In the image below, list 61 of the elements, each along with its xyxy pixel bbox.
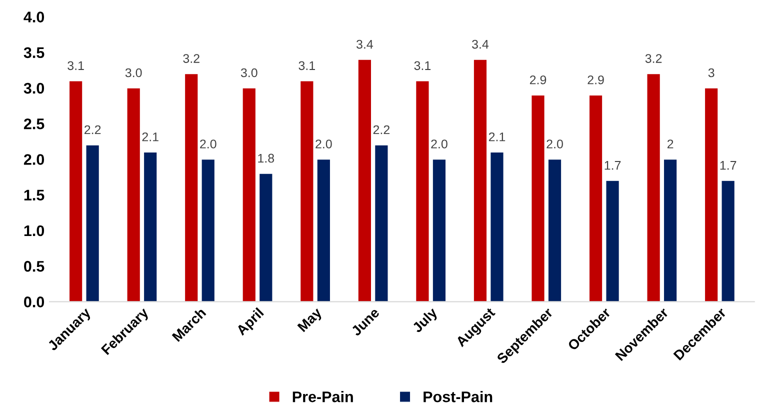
bar — [374, 144, 388, 302]
y-tick-label: 0.0 — [24, 296, 44, 308]
data-label: 3.0 — [240, 68, 258, 78]
y-tick-label: 3.0 — [24, 82, 44, 94]
data-label: 3.0 — [125, 68, 142, 78]
data-label: 3.4 — [356, 40, 374, 49]
bar — [415, 80, 430, 302]
bar — [704, 88, 718, 302]
bar — [588, 94, 603, 302]
bar — [473, 59, 488, 302]
data-label: 1.7 — [604, 161, 621, 170]
data-label: 2.0 — [546, 140, 563, 148]
data-label: 1.8 — [258, 154, 274, 163]
legend-label: Pre-Pain — [292, 391, 353, 402]
bar — [242, 88, 256, 302]
bar — [721, 180, 736, 302]
bar — [201, 158, 216, 302]
data-label: 3.4 — [472, 40, 489, 49]
bar — [531, 94, 546, 302]
data-label: 2.1 — [488, 132, 506, 142]
bar — [606, 180, 620, 302]
data-label: 2.9 — [588, 75, 604, 84]
data-label: 2.2 — [373, 125, 390, 134]
y-tick-label: 1.5 — [24, 190, 44, 201]
data-label: 3.2 — [183, 54, 200, 63]
data-label: 2.2 — [84, 125, 101, 134]
x-tick-label: July — [411, 306, 440, 336]
bar — [258, 173, 273, 302]
x-tick-label: May — [297, 306, 324, 334]
y-tick-label: 2.0 — [24, 154, 44, 165]
bar — [300, 80, 314, 302]
data-label: 3 — [708, 68, 714, 78]
legend-label: Post-Pain — [424, 391, 492, 402]
bar — [143, 152, 158, 302]
bar — [432, 158, 446, 302]
data-label: 2.0 — [316, 140, 332, 148]
bar — [126, 88, 141, 302]
data-label: 2.1 — [142, 132, 158, 142]
data-label: 2.0 — [431, 140, 448, 148]
data-label: 2.9 — [530, 75, 546, 84]
data-label: 1.7 — [720, 161, 736, 170]
y-tick-label: 3.5 — [24, 47, 44, 58]
bar — [646, 73, 661, 302]
bar — [184, 73, 198, 302]
bar — [316, 158, 331, 302]
data-label: 3.1 — [298, 61, 315, 70]
y-tick-label: 4.0 — [24, 12, 44, 22]
data-label: 2 — [667, 140, 674, 148]
bar — [490, 152, 504, 302]
data-label: 3.2 — [645, 54, 662, 63]
y-tick-label: 2.5 — [24, 118, 44, 130]
y-tick-label: 1.0 — [24, 225, 44, 236]
bar — [358, 59, 372, 302]
data-label: 2.0 — [200, 140, 216, 148]
bar — [68, 80, 83, 302]
bar — [548, 158, 562, 302]
data-label: 3.1 — [68, 61, 84, 70]
bar — [86, 144, 100, 302]
bar — [663, 158, 678, 302]
data-label: 3.1 — [414, 61, 431, 70]
y-tick-label: 0.5 — [24, 260, 44, 272]
